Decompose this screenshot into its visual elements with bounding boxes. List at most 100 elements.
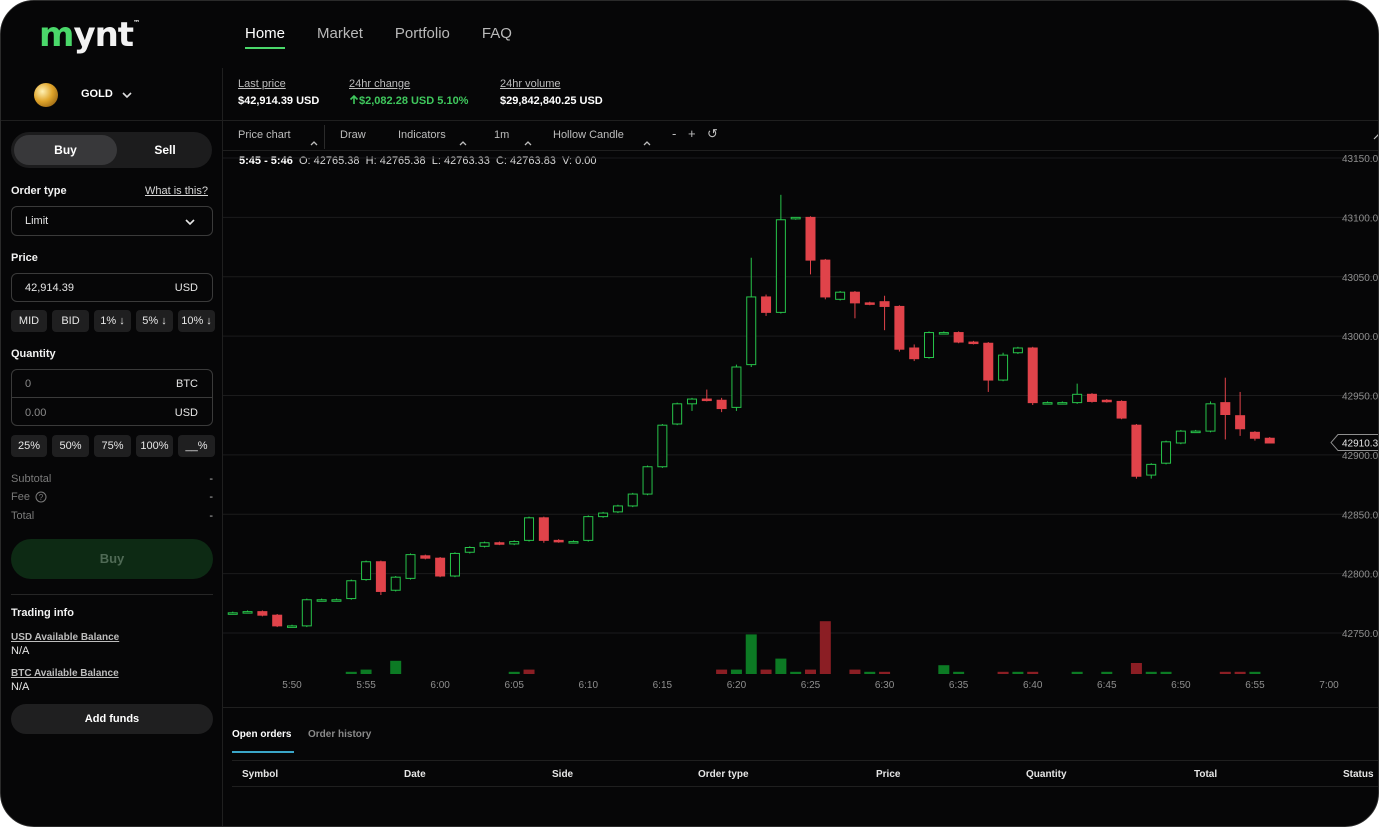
y-tick-label: 43000.00 xyxy=(1342,332,1379,343)
quantity-50pct-button[interactable]: 50% xyxy=(52,435,89,457)
candle-body xyxy=(775,219,786,313)
price-10pct-button[interactable]: 10% ↓ xyxy=(178,310,215,332)
y-tick-label: 43100.00 xyxy=(1342,213,1379,224)
info-icon[interactable]: ? xyxy=(35,491,47,503)
candle-body xyxy=(287,625,297,628)
candle-body xyxy=(301,599,312,627)
buy-button[interactable]: Buy xyxy=(11,539,213,579)
x-tick-label: 6:20 xyxy=(727,680,747,691)
candle-body xyxy=(627,493,638,507)
total-row: Total - xyxy=(11,510,213,522)
last-price-value: $42,914.39 USD xyxy=(238,95,320,107)
divider xyxy=(11,594,213,595)
volume-bar xyxy=(1027,671,1039,674)
candles xyxy=(227,194,1275,628)
price-5pct-button[interactable]: 5% ↓ xyxy=(136,310,173,332)
volume-bar xyxy=(745,634,757,674)
caret-up-icon[interactable] xyxy=(309,139,319,147)
x-tick-label: 6:10 xyxy=(579,680,599,691)
order-type-select[interactable]: Limit xyxy=(11,206,213,236)
btc-balance-value: N/A xyxy=(11,681,30,693)
total-value: - xyxy=(209,510,213,522)
nav-faq[interactable]: FAQ xyxy=(481,25,512,42)
zoom-out-button[interactable]: - xyxy=(672,126,677,141)
nav-portfolio[interactable]: Portfolio xyxy=(394,25,450,42)
change-stat: 24hr change $2,082.28 USD 5.10% xyxy=(349,78,468,107)
column-date: Date xyxy=(404,769,426,780)
candlestick-chart[interactable]: 43150.00 43100.00 43050.00 43000.00 42950.00… xyxy=(223,151,1379,707)
candle-body xyxy=(938,332,949,335)
volume-bar xyxy=(716,669,728,674)
quantity-usd-input[interactable]: 0.00 USD xyxy=(12,398,212,426)
candle-body xyxy=(524,517,535,541)
candle-body xyxy=(375,561,386,592)
usd-balance-label: USD Available Balance xyxy=(11,632,120,643)
candle-body xyxy=(1072,393,1083,404)
nav-home[interactable]: Home xyxy=(245,25,286,49)
candle-body xyxy=(405,554,416,579)
expand-icon[interactable] xyxy=(1373,131,1379,141)
sell-tab[interactable]: Sell xyxy=(154,143,176,157)
price-chart-menu[interactable]: Price chart xyxy=(238,129,291,141)
quantity-25pct-button[interactable]: 25% xyxy=(11,435,47,457)
chart-style-menu[interactable]: Hollow Candle xyxy=(553,129,624,141)
quantity-75pct-button[interactable]: 75% xyxy=(94,435,131,457)
candle-body xyxy=(583,516,594,541)
quantity-100pct-button[interactable]: 100% xyxy=(136,435,173,457)
caret-up-icon[interactable] xyxy=(458,139,468,147)
volume-bar xyxy=(760,669,772,674)
price-unit: USD xyxy=(174,282,198,294)
top-navigation-bar: mynt™ Home Market Portfolio FAQ xyxy=(1,1,1378,68)
candle-body xyxy=(316,599,327,602)
candle-body xyxy=(1161,441,1172,464)
column-side: Side xyxy=(552,769,574,780)
change-value-row: $2,082.28 USD 5.10% xyxy=(349,94,468,107)
zoom-in-button[interactable]: + xyxy=(688,126,696,141)
volume-bar xyxy=(819,621,831,674)
x-tick-label: 6:30 xyxy=(875,680,895,691)
tab-order-history[interactable]: Order history xyxy=(308,729,372,740)
price-bid-button[interactable]: BID xyxy=(52,310,89,332)
last-price-label: Last price xyxy=(238,78,286,90)
interval-menu[interactable]: 1m xyxy=(494,129,510,141)
add-funds-button[interactable]: Add funds xyxy=(11,704,213,734)
price-1pct-button[interactable]: 1% ↓ xyxy=(94,310,131,332)
volume-bars xyxy=(345,621,1261,674)
candle-body xyxy=(538,517,549,541)
chevron-down-icon xyxy=(122,92,132,99)
candle-body xyxy=(227,612,238,615)
reset-zoom-button[interactable]: ↺ xyxy=(707,126,718,141)
what-is-this-link[interactable]: What is this? xyxy=(145,185,208,197)
buy-tab[interactable]: Buy xyxy=(14,135,117,165)
caret-up-icon[interactable] xyxy=(642,139,652,147)
quantity-custom-pct-button[interactable]: __% xyxy=(178,435,215,457)
mynt-logo[interactable]: mynt™ xyxy=(39,15,140,55)
volume-bar xyxy=(1219,671,1231,674)
quantity-btc-input[interactable]: 0 BTC xyxy=(12,370,212,398)
volume-bar xyxy=(849,669,861,674)
nav-market[interactable]: Market xyxy=(317,25,363,42)
candle-body xyxy=(790,216,801,220)
btc-balance-label: BTC Available Balance xyxy=(11,668,119,679)
tab-open-orders[interactable]: Open orders xyxy=(232,729,292,740)
indicators-menu[interactable]: Indicators xyxy=(398,129,446,141)
price-mid-button[interactable]: MID xyxy=(11,310,47,332)
asset-selector[interactable]: GOLD xyxy=(1,68,222,121)
candle-body xyxy=(346,580,357,600)
trading-info-title: Trading info xyxy=(11,607,74,619)
volume-bar xyxy=(390,660,402,674)
price-input[interactable]: 42,914.39 USD xyxy=(11,273,213,302)
usd-balance-value: N/A xyxy=(11,645,30,657)
x-tick-label: 6:55 xyxy=(1245,680,1265,691)
subtotal-value: - xyxy=(209,473,213,485)
caret-up-icon[interactable] xyxy=(523,139,533,147)
candle-body xyxy=(1116,400,1127,419)
draw-menu[interactable]: Draw xyxy=(340,129,366,141)
logo-m: m xyxy=(39,15,74,55)
y-tick-label: 43050.00 xyxy=(1342,273,1379,284)
candle-body xyxy=(686,398,697,405)
order-type-label: Order type xyxy=(11,185,67,197)
volume-bar xyxy=(864,671,876,674)
subtotal-label: Subtotal xyxy=(11,473,52,485)
